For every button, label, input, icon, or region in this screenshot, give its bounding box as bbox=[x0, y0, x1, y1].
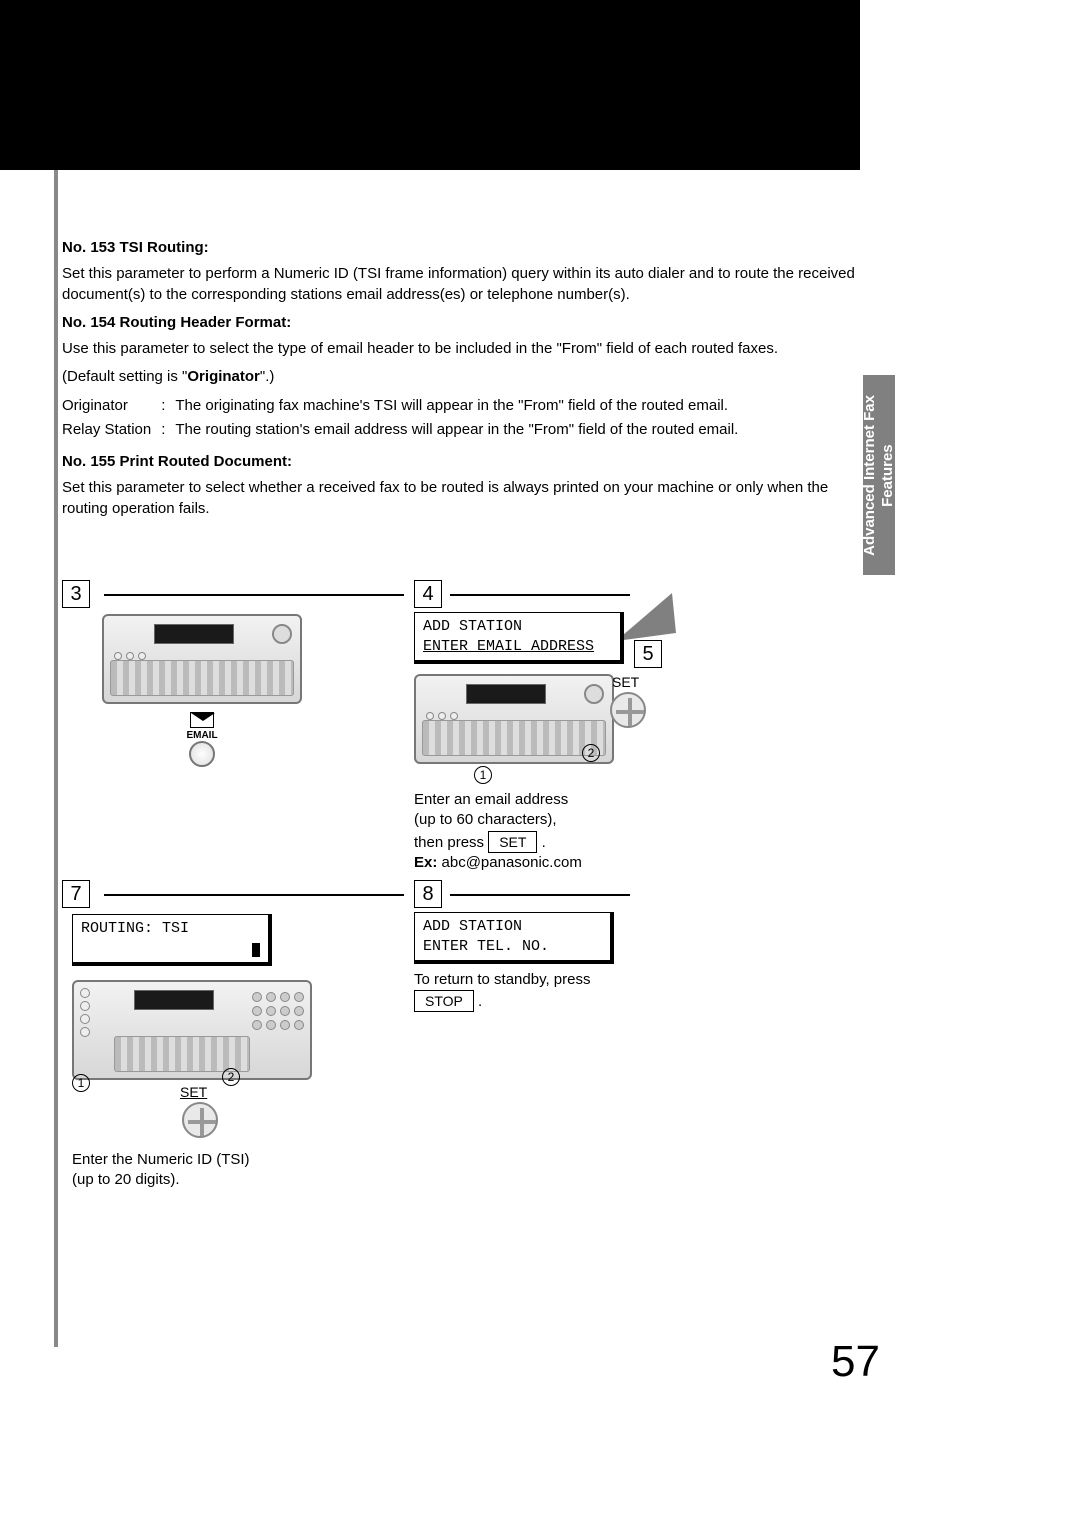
set-key: SET bbox=[488, 831, 537, 853]
callout-1: 1 bbox=[474, 766, 492, 784]
step-3-body: EMAIL bbox=[72, 614, 332, 767]
email-icon bbox=[190, 712, 214, 728]
kv-val: The routing station's email address will… bbox=[175, 420, 744, 444]
kv-colon: : bbox=[157, 396, 175, 420]
table-154: Originator : The originating fax machine… bbox=[62, 396, 744, 445]
step-8-body: ADD STATION ENTER TEL. NO. To return to … bbox=[414, 912, 674, 1013]
dpad-icon bbox=[182, 1102, 218, 1138]
set-label: SET bbox=[612, 674, 639, 690]
lcd-line: ENTER TEL. NO. bbox=[423, 937, 602, 957]
body-153: Set this parameter to perform a Numeric … bbox=[62, 264, 862, 305]
default-154: (Default setting is "Originator".) bbox=[62, 367, 862, 387]
heading-155: No. 155 Print Routed Document: bbox=[62, 452, 862, 472]
step-number-7: 7 bbox=[62, 880, 90, 908]
body-154: Use this parameter to select the type of… bbox=[62, 339, 862, 359]
step-rule bbox=[104, 594, 404, 596]
stop-key: STOP bbox=[414, 990, 474, 1012]
step-rule bbox=[450, 894, 630, 896]
lcd-display: ADD STATION ENTER EMAIL ADDRESS bbox=[414, 612, 624, 664]
heading-154: No. 154 Routing Header Format: bbox=[62, 313, 862, 333]
manual-page: Advanced Internet FaxFeatures No. 153 TS… bbox=[0, 0, 1080, 1527]
body-155: Set this parameter to select whether a r… bbox=[62, 478, 862, 519]
set-label: SET bbox=[180, 1084, 207, 1100]
step-number-4: 4 bbox=[414, 580, 442, 608]
page-number: 57 bbox=[831, 1337, 880, 1387]
callout-2: 2 bbox=[582, 744, 600, 762]
table-row: Relay Station : The routing station's em… bbox=[62, 420, 744, 444]
lcd-line bbox=[81, 939, 260, 959]
lcd-line: ADD STATION bbox=[423, 917, 602, 937]
lcd-display: ROUTING: TSI bbox=[72, 914, 272, 966]
round-button-icon bbox=[189, 741, 215, 767]
left-margin-rule bbox=[54, 170, 58, 1347]
fax-device-illustration bbox=[102, 614, 302, 704]
section-tab: Advanced Internet FaxFeatures bbox=[863, 375, 895, 575]
steps-row-2: 7 8 ROUTING: TSI bbox=[62, 880, 882, 914]
kv-colon: : bbox=[157, 420, 175, 444]
fax-wide-illustration bbox=[72, 980, 312, 1080]
lcd-line: ROUTING: TSI bbox=[81, 919, 260, 939]
lcd-line: ADD STATION bbox=[423, 617, 612, 637]
lcd-display: ADD STATION ENTER TEL. NO. bbox=[414, 912, 614, 964]
step-8-note: To return to standby, press STOP . bbox=[414, 970, 674, 1013]
step-7-note: Enter the Numeric ID (TSI) (up to 20 dig… bbox=[72, 1150, 352, 1191]
kv-key: Relay Station bbox=[62, 420, 157, 444]
callout-1: 1 bbox=[72, 1074, 90, 1092]
step-4-body: ADD STATION ENTER EMAIL ADDRESS 1 2 SET … bbox=[414, 612, 664, 873]
body-text: No. 153 TSI Routing: Set this parameter … bbox=[62, 230, 862, 527]
section-tab-label: Advanced Internet FaxFeatures bbox=[861, 395, 897, 556]
kv-key: Originator bbox=[62, 396, 157, 420]
step-4-note: Enter an email address (up to 60 charact… bbox=[414, 790, 664, 873]
kv-val: The originating fax machine's TSI will a… bbox=[175, 396, 744, 420]
step-number-3: 3 bbox=[62, 580, 90, 608]
table-row: Originator : The originating fax machine… bbox=[62, 396, 744, 420]
heading-153: No. 153 TSI Routing: bbox=[62, 238, 862, 258]
email-label: EMAIL bbox=[72, 730, 332, 741]
steps-row-1: 3 4 5 EMAIL ADD STATION ENTER EMAIL ADDR… bbox=[62, 580, 882, 614]
header-black-band bbox=[0, 0, 860, 170]
step-rule bbox=[450, 594, 630, 596]
lcd-line: ENTER EMAIL ADDRESS bbox=[423, 637, 612, 657]
step-7-body: ROUTING: TSI 1 2 SET bbox=[72, 914, 352, 1191]
step-rule bbox=[104, 894, 404, 896]
dpad-icon bbox=[610, 692, 646, 728]
callout-2: 2 bbox=[222, 1068, 240, 1086]
step-number-8: 8 bbox=[414, 880, 442, 908]
